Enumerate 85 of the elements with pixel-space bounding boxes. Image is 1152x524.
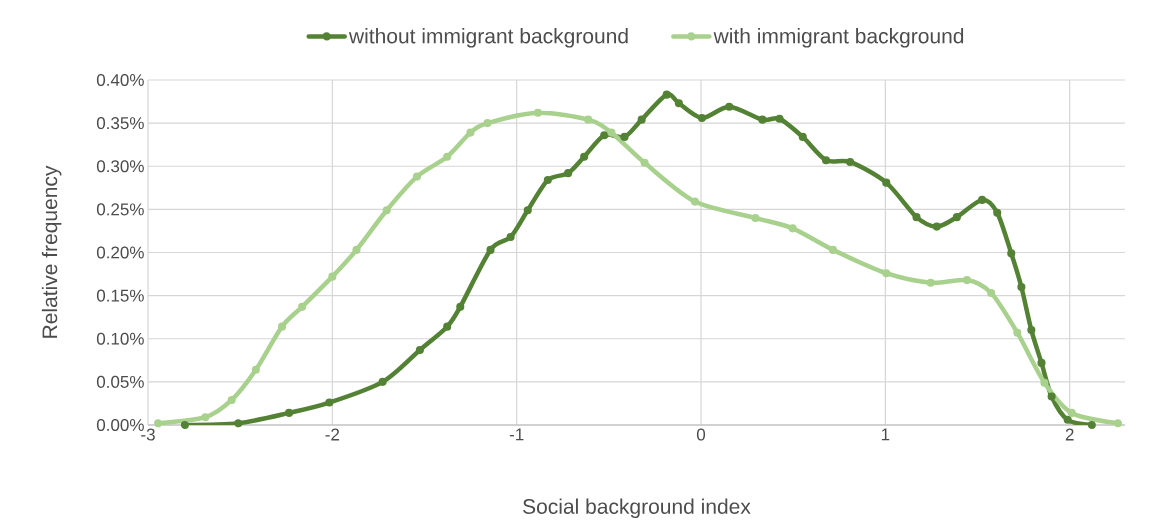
- point: [962, 276, 972, 285]
- point: [564, 169, 573, 178]
- point: [725, 102, 734, 111]
- point: [821, 156, 831, 165]
- point: [506, 232, 515, 242]
- point: [325, 398, 334, 407]
- point: [1063, 415, 1072, 424]
- legend-label: with immigrant background: [713, 28, 964, 48]
- y-tick-label: 0.30%: [96, 160, 144, 173]
- point: [382, 206, 391, 215]
- point: [751, 213, 760, 223]
- point: [277, 322, 287, 331]
- point: [580, 152, 589, 161]
- point: [662, 90, 671, 99]
- point: [523, 206, 532, 215]
- y-axis-title: Relative frequency: [41, 165, 62, 338]
- point: [952, 213, 961, 222]
- point: [1040, 378, 1049, 387]
- point: [412, 172, 421, 181]
- point: [798, 132, 807, 141]
- point: [828, 245, 838, 254]
- point: [697, 113, 706, 122]
- x-tick-label: 2: [1065, 428, 1074, 441]
- y-tick-label: 0.25%: [96, 203, 144, 216]
- point: [1007, 249, 1016, 258]
- point: [637, 115, 646, 124]
- point: [1017, 282, 1026, 292]
- point: [466, 128, 475, 137]
- point: [443, 152, 452, 161]
- legend-label: without immigrant background: [348, 28, 628, 48]
- point: [758, 115, 767, 124]
- point: [378, 377, 387, 386]
- point: [912, 213, 921, 222]
- point: [620, 132, 629, 141]
- y-tick-label: 0.20%: [96, 246, 144, 259]
- point: [932, 222, 941, 231]
- y-tick-label: 0.35%: [96, 117, 144, 130]
- point: [486, 245, 495, 254]
- y-tick-label: 0.05%: [96, 375, 144, 388]
- point: [154, 419, 163, 428]
- point: [993, 208, 1002, 217]
- point: [1037, 358, 1046, 367]
- point: [584, 115, 593, 124]
- point: [882, 269, 891, 278]
- point: [1047, 392, 1056, 401]
- point: [533, 108, 542, 117]
- point: [607, 128, 616, 137]
- point: [180, 420, 189, 430]
- point: [284, 408, 294, 417]
- point: [1113, 419, 1123, 428]
- point: [443, 322, 452, 331]
- point: [1067, 408, 1076, 417]
- point: [234, 419, 243, 428]
- x-tick-label: 1: [881, 428, 890, 441]
- point: [483, 119, 492, 128]
- point: [227, 395, 236, 405]
- point: [415, 345, 424, 354]
- point: [298, 302, 307, 311]
- point: [690, 197, 699, 206]
- point: [882, 178, 891, 187]
- x-axis-title: Social background index: [523, 498, 751, 519]
- y-tick-label: 0.15%: [96, 289, 144, 302]
- point: [775, 114, 784, 123]
- point: [251, 365, 260, 374]
- point: [201, 413, 210, 422]
- point: [926, 278, 935, 287]
- y-tick-label: 0.40%: [96, 73, 144, 87]
- point: [846, 157, 855, 166]
- x-tick-label: 0: [696, 428, 706, 441]
- point: [674, 99, 683, 108]
- point: [987, 288, 996, 298]
- x-tick-label: -2: [325, 428, 340, 441]
- point: [640, 158, 649, 167]
- point: [978, 195, 987, 204]
- point: [600, 131, 609, 140]
- x-tick-label: -1: [509, 428, 524, 441]
- point: [788, 224, 797, 233]
- y-tick-label: 0.10%: [96, 332, 144, 345]
- point: [1027, 326, 1036, 335]
- point: [1013, 328, 1022, 337]
- point: [352, 245, 361, 254]
- point: [456, 302, 465, 311]
- point: [1087, 420, 1096, 430]
- point: [328, 272, 337, 281]
- point: [543, 175, 552, 185]
